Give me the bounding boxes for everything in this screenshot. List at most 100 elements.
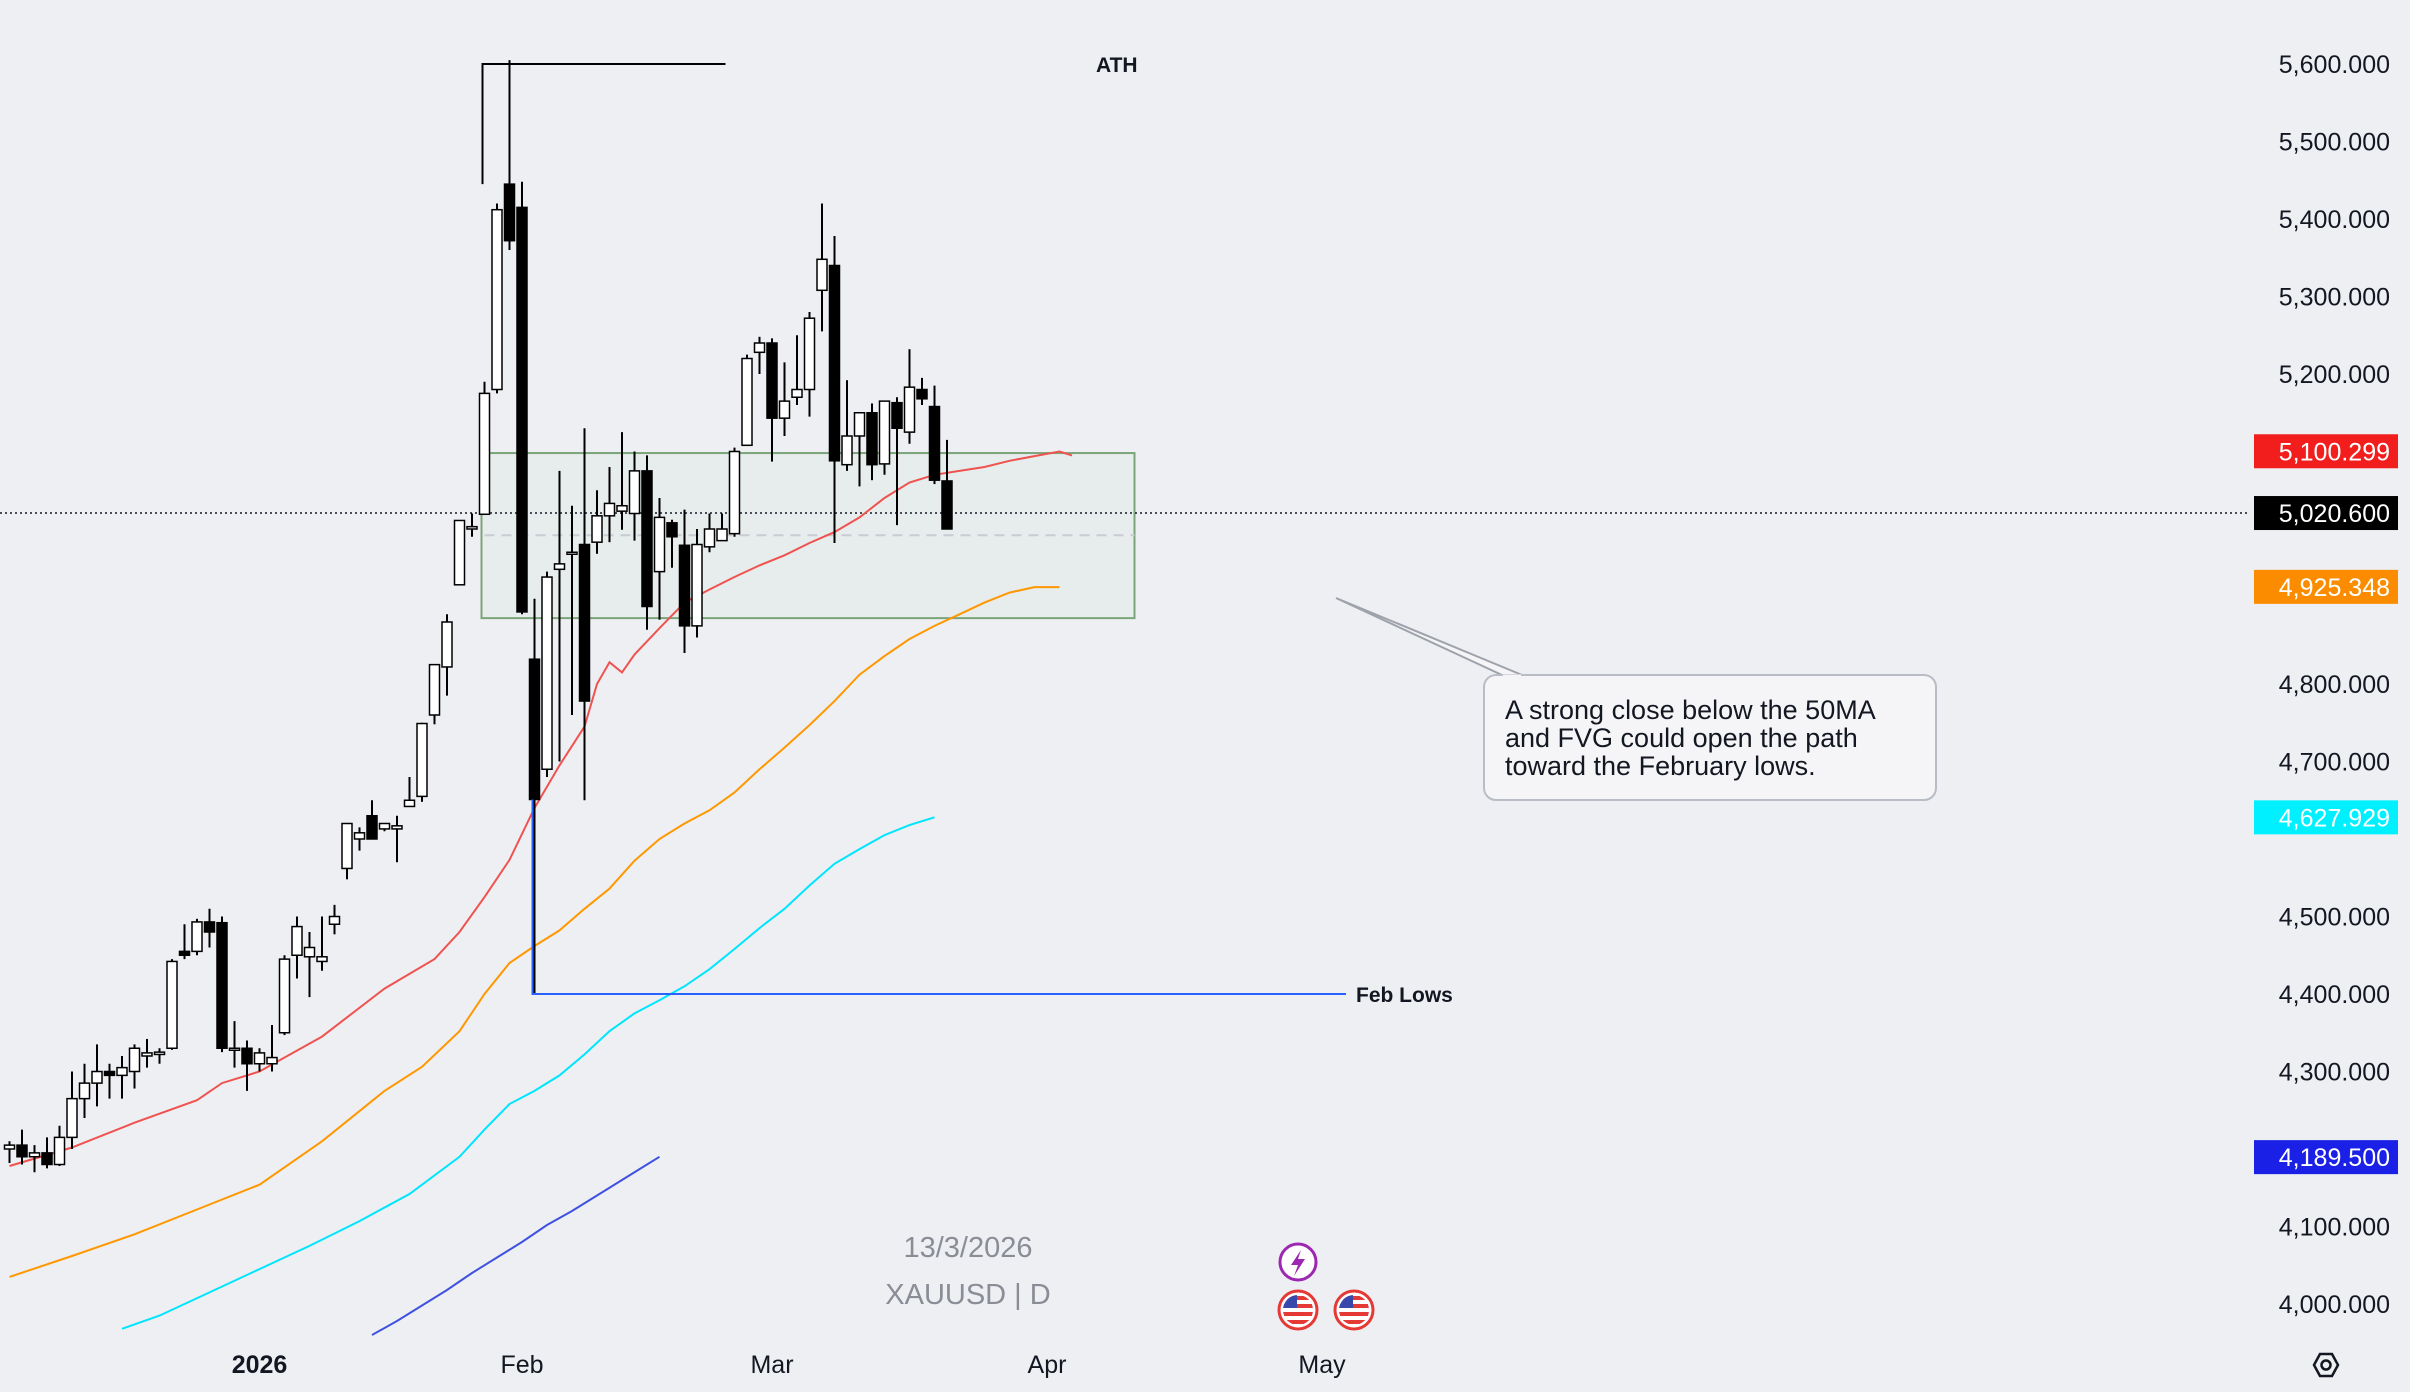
current-price-badge: 5,020.600 (2254, 496, 2398, 531)
candle (928, 385, 941, 485)
us-flag-event-icon[interactable] (1277, 1289, 1319, 1331)
y-axis-tick-label: 5,500.000 (2279, 129, 2390, 157)
candle (16, 1129, 28, 1165)
candle-body-bearish (641, 470, 653, 608)
us-flag-event-icon-2[interactable] (1333, 1289, 1375, 1331)
candle (841, 380, 853, 471)
y-axis-tick-label: 5,300.000 (2279, 284, 2390, 312)
candle-body-bullish (453, 519, 466, 586)
ath-annotation[interactable]: ATH (481, 54, 1138, 185)
candle-body-bearish (203, 921, 216, 933)
candle (128, 1044, 141, 1089)
svg-text:5,020.600: 5,020.600 (2279, 500, 2390, 528)
candle (541, 571, 553, 777)
candle (603, 467, 616, 543)
candle (791, 335, 803, 405)
candle (916, 377, 928, 405)
candle (178, 924, 191, 960)
ma-price-badge-1: 5,100.299 (2254, 434, 2398, 469)
candle (678, 509, 691, 653)
callout-line-1: A strong close below the 50MA (1505, 695, 1876, 725)
candle (491, 203, 503, 394)
candle-body-bullish (266, 1056, 278, 1065)
candle (478, 381, 491, 516)
candle (741, 354, 753, 447)
candle (766, 338, 778, 462)
candle (66, 1071, 78, 1149)
event-icons[interactable] (1277, 1242, 1375, 1331)
candle (391, 815, 403, 863)
candle-body-bearish (578, 543, 591, 702)
candle-body-bearish (216, 921, 228, 1050)
candle (866, 403, 878, 481)
candle (716, 513, 728, 542)
candle-body-bullish (391, 825, 403, 830)
y-axis-tick-label: 4,000.000 (2279, 1291, 2390, 1319)
candle-body-bearish (503, 183, 516, 242)
candle (591, 490, 603, 554)
feb-lows-line (531, 799, 1346, 995)
candle-body-bullish (566, 551, 578, 555)
candle-body-bullish (466, 525, 478, 530)
candle-body-bullish (653, 516, 666, 573)
candle (353, 827, 366, 851)
candle (253, 1048, 266, 1072)
candle-body-bullish (691, 543, 703, 627)
candle (903, 349, 916, 444)
candle-body-bullish (816, 258, 828, 292)
settings-icon[interactable] (2312, 1352, 2340, 1378)
feb-lows-annotation[interactable]: Feb Lows (531, 799, 1453, 1007)
candle-body-bullish (66, 1097, 78, 1139)
candle-body-bullish (403, 799, 416, 808)
x-axis-tick-label: 2026 (232, 1351, 288, 1379)
candle (778, 362, 791, 436)
candle-body-bullish (303, 946, 316, 958)
candle (28, 1145, 41, 1173)
candle (428, 663, 441, 725)
candle (116, 1056, 128, 1099)
candle (803, 312, 816, 417)
candle-body-bullish (141, 1052, 153, 1057)
candle (153, 1048, 166, 1064)
candle-body-bullish (378, 822, 391, 830)
svg-text:4,925.348: 4,925.348 (2279, 574, 2390, 602)
callout-box (1483, 674, 1937, 801)
candle (78, 1063, 91, 1118)
candle-body-bearish (103, 1070, 116, 1077)
candle-body-bearish (366, 815, 378, 840)
candle-body-bearish (178, 950, 191, 956)
candle-body-bullish (791, 388, 803, 398)
candle (566, 505, 578, 715)
y-axis-tick-label: 4,300.000 (2279, 1059, 2390, 1087)
candle-body-bullish (878, 400, 891, 465)
candle-body-bearish (41, 1152, 53, 1166)
watermark-date: 13/3/2026 (903, 1232, 1032, 1264)
candle (653, 498, 666, 620)
candle (528, 598, 541, 994)
candle-body-bullish (278, 958, 291, 1034)
y-axis-tick-label: 4,500.000 (2279, 904, 2390, 932)
candle (816, 203, 828, 332)
candle (553, 470, 566, 762)
candle (703, 513, 716, 553)
candle (216, 916, 228, 1053)
x-axis-tick-label: Mar (750, 1351, 793, 1379)
candle (503, 60, 516, 250)
candle-body-bullish (716, 528, 728, 542)
lightning-event-icon[interactable] (1278, 1242, 1318, 1282)
callout: A strong close below the 50MA and FVG co… (1335, 597, 1937, 801)
candle-body-bullish (841, 435, 853, 466)
candle (203, 908, 216, 948)
ath-line (481, 63, 726, 185)
candle-body-bearish (678, 544, 691, 627)
candle (278, 955, 291, 1036)
candle (753, 336, 766, 374)
candle-body-bullish (628, 470, 641, 515)
candle-body-bearish (916, 388, 928, 400)
candle-body-bullish (28, 1152, 41, 1158)
ma-price-badge-3: 4,627.929 (2254, 800, 2398, 835)
candle-body-bullish (728, 450, 741, 535)
candle-body-bearish (891, 401, 903, 429)
svg-text:4,189.500: 4,189.500 (2279, 1144, 2390, 1172)
